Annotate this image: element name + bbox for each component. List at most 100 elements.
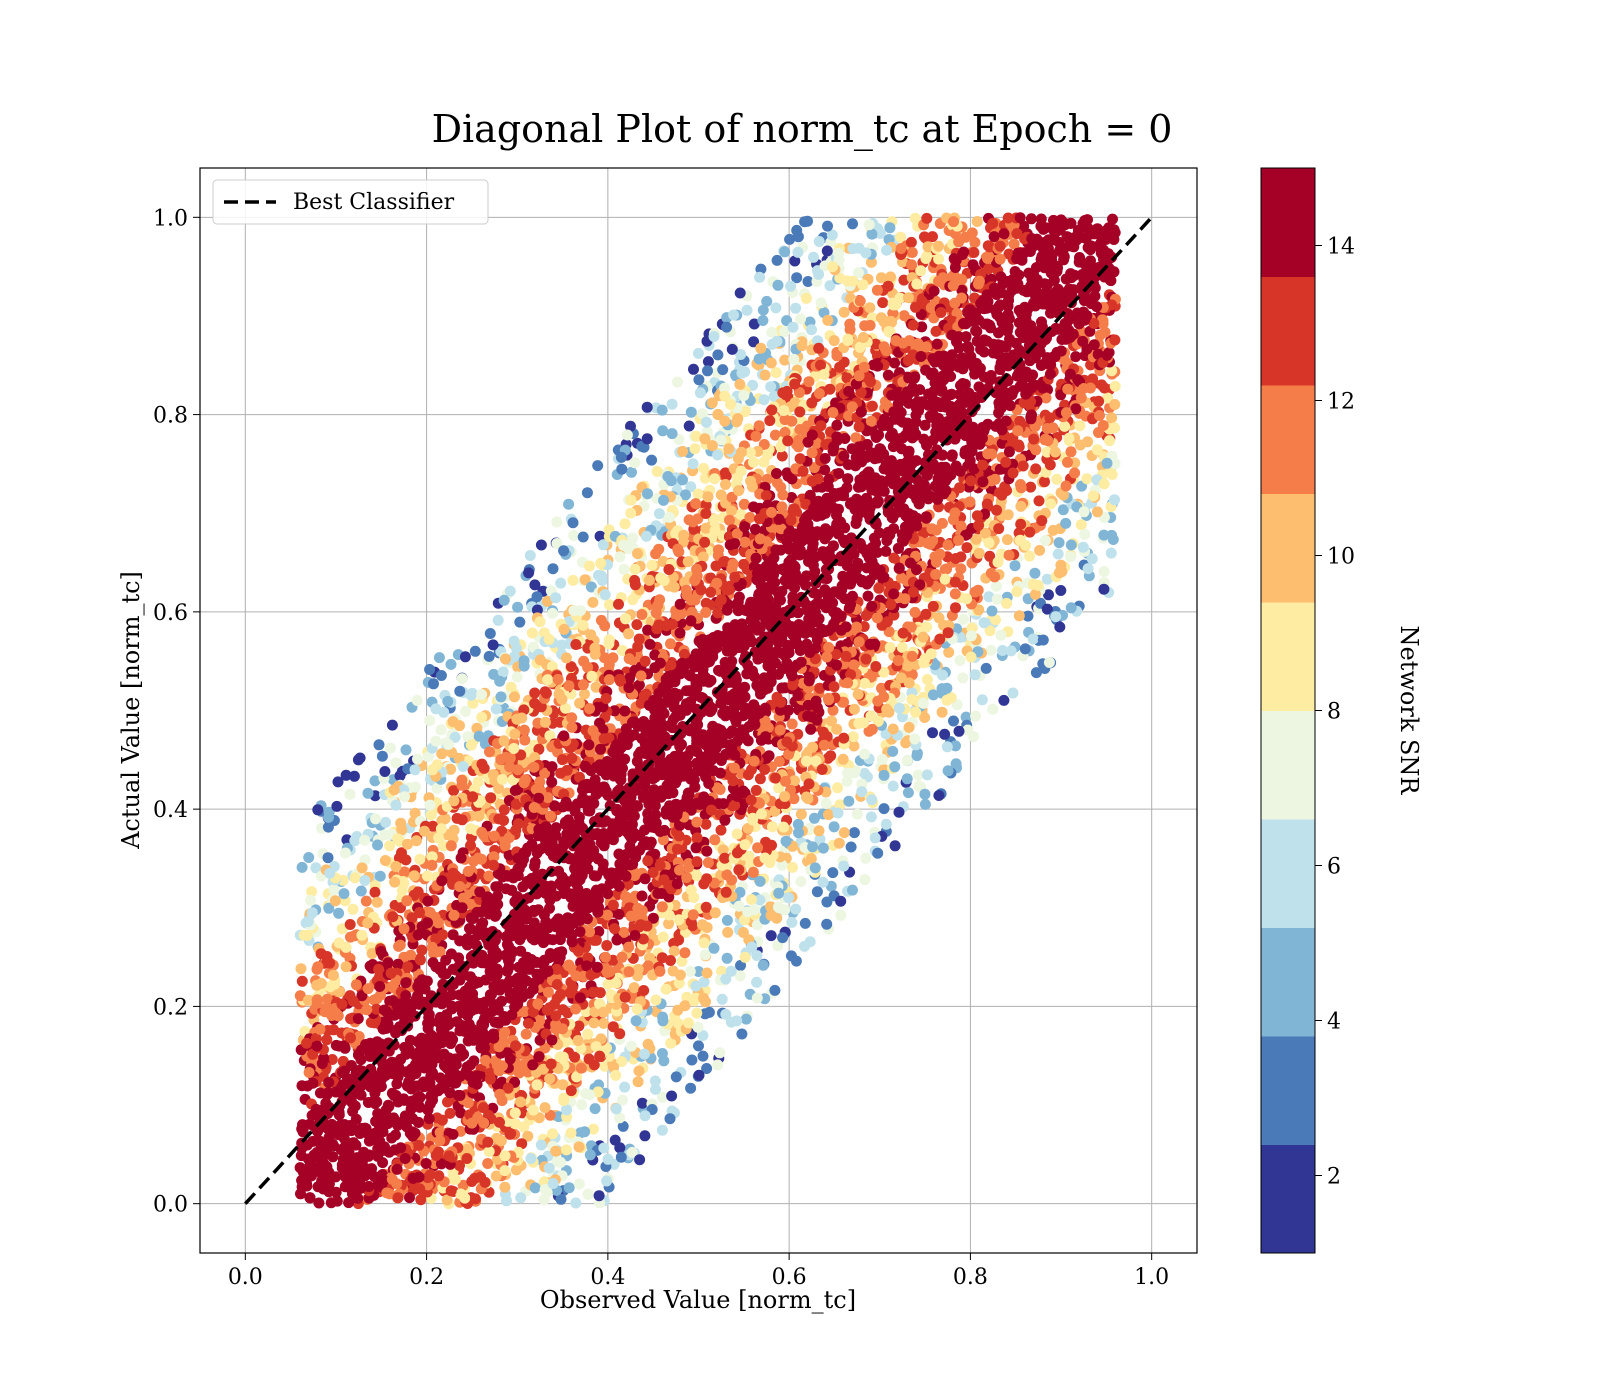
scatter-point	[356, 862, 368, 874]
scatter-point	[927, 231, 938, 243]
scatter-point	[494, 675, 506, 687]
scatter-point	[742, 769, 754, 781]
scatter-point	[711, 577, 723, 589]
scatter-point	[748, 501, 760, 513]
scatter-point	[1045, 498, 1057, 510]
scatter-point	[992, 556, 1004, 568]
scatter-point	[550, 1145, 562, 1157]
scatter-point	[920, 512, 932, 524]
scatter-point	[414, 907, 425, 919]
scatter-point	[977, 476, 989, 488]
scatter-point	[933, 240, 944, 252]
scatter-point	[620, 891, 632, 903]
scatter-point	[700, 818, 712, 830]
scatter-point	[993, 523, 1005, 535]
scatter-point	[585, 581, 597, 593]
scatter-point	[616, 1056, 628, 1068]
scatter-point	[595, 614, 607, 626]
scatter-point	[476, 826, 488, 838]
scatter-point	[792, 818, 804, 830]
scatter-point	[921, 674, 933, 685]
scatter-point	[362, 787, 374, 799]
scatter-point	[702, 491, 714, 503]
scatter-point	[712, 349, 724, 361]
scatter-point	[910, 706, 922, 718]
scatter-point	[683, 1017, 694, 1029]
scatter-point	[547, 607, 559, 619]
scatter-point	[760, 490, 772, 502]
scatter-point	[828, 441, 840, 453]
scatter-point	[522, 1017, 534, 1029]
scatter-point	[739, 366, 751, 378]
scatter-point	[804, 936, 816, 948]
scatter-point	[556, 754, 568, 766]
scatter-point	[821, 918, 833, 930]
scatter-point	[305, 894, 317, 906]
scatter-point	[436, 875, 448, 887]
scatter-point	[738, 498, 750, 510]
scatter-point	[456, 902, 468, 914]
scatter-point	[579, 760, 591, 772]
scatter-point	[602, 909, 613, 921]
scatter-point	[714, 1047, 726, 1059]
scatter-point	[700, 508, 712, 519]
scatter-point	[825, 880, 837, 892]
scatter-point	[783, 892, 795, 904]
scatter-point	[312, 804, 324, 816]
scatter-point	[774, 724, 786, 736]
scatter-point	[1044, 412, 1056, 424]
scatter-point	[1098, 529, 1110, 541]
scatter-point	[806, 397, 818, 409]
scatter-point	[563, 960, 575, 972]
scatter-point	[809, 862, 821, 874]
scatter-point	[473, 730, 485, 742]
scatter-point	[869, 832, 881, 844]
scatter-point	[623, 653, 635, 665]
scatter-point	[373, 739, 385, 751]
scatter-point	[324, 957, 336, 969]
scatter-point	[990, 580, 1002, 592]
scatter-point	[776, 501, 788, 513]
scatter-point	[613, 598, 624, 610]
scatter-point	[948, 216, 959, 228]
scatter-point	[712, 607, 724, 619]
scatter-point	[668, 945, 680, 957]
scatter-point	[540, 687, 552, 699]
scatter-point	[667, 965, 679, 977]
scatter-point	[478, 762, 490, 774]
scatter-point	[753, 353, 765, 365]
scatter-point	[405, 949, 417, 961]
scatter-point	[854, 295, 866, 307]
scatter-point	[374, 870, 386, 882]
scatter-point	[1069, 467, 1081, 479]
scatter-point	[654, 965, 666, 977]
scatter-point	[579, 574, 591, 586]
scatter-point	[666, 618, 678, 630]
scatter-point	[454, 881, 466, 892]
scatter-point	[435, 670, 447, 681]
scatter-point	[428, 678, 439, 690]
scatter-point	[965, 475, 977, 487]
scatter-point	[1078, 506, 1090, 518]
scatter-point	[1087, 373, 1099, 385]
scatter-point	[1055, 585, 1067, 596]
scatter-point	[709, 473, 721, 485]
scatter-point	[295, 963, 307, 975]
scatter-point	[822, 692, 834, 704]
scatter-point	[833, 247, 844, 259]
scatter-point	[585, 629, 597, 641]
scatter-point	[598, 1017, 610, 1029]
scatter-point	[482, 1136, 494, 1148]
scatter-point	[708, 331, 720, 342]
scatter-point	[416, 944, 428, 956]
scatter-point	[1036, 515, 1048, 527]
scatter-point	[422, 895, 434, 907]
scatter-point	[584, 926, 596, 938]
scatter-point	[445, 658, 457, 670]
scatter-point	[641, 433, 653, 445]
scatter-point	[547, 563, 559, 575]
scatter-point	[693, 374, 705, 386]
scatter-point	[472, 776, 484, 788]
scatter-point	[718, 556, 730, 568]
scatter-point	[498, 735, 510, 747]
